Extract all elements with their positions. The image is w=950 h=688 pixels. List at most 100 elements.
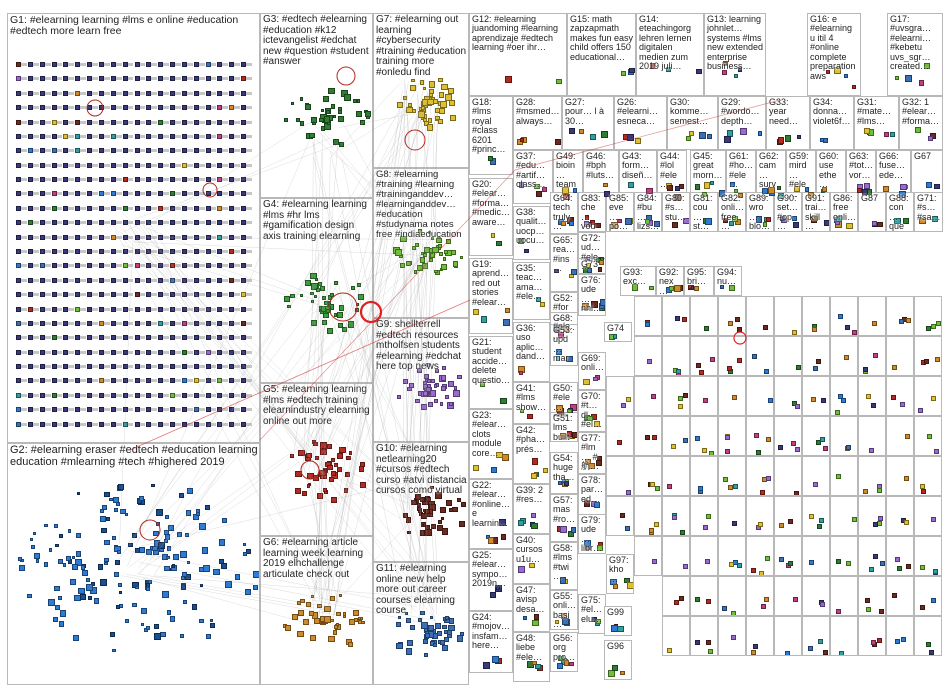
vertex-shadow xyxy=(80,293,87,297)
vertex-shadow xyxy=(198,350,205,354)
group-g47-label: G47: avisp desa… xyxy=(516,585,545,614)
vertex xyxy=(338,106,343,112)
vertex xyxy=(63,335,69,341)
vertex xyxy=(823,649,829,655)
vertex xyxy=(414,493,422,501)
vertex-shadow xyxy=(186,336,193,340)
group-g12-panel: G12: #elearning juandoming #learning apr… xyxy=(469,13,567,96)
vertex-shadow xyxy=(44,106,51,110)
vertex xyxy=(445,94,453,102)
vertex xyxy=(98,421,104,427)
vertex-shadow xyxy=(210,134,217,138)
vertex xyxy=(420,610,425,615)
minor-group-cell xyxy=(802,296,830,336)
vertex-shadow xyxy=(246,178,252,182)
vertex xyxy=(217,421,223,427)
vertex xyxy=(158,62,164,67)
vertex xyxy=(822,445,828,451)
vertex xyxy=(44,562,49,567)
vertex xyxy=(193,234,199,240)
vertex xyxy=(33,531,37,535)
minor-group-cell xyxy=(830,336,858,376)
vertex xyxy=(694,184,701,190)
vertex xyxy=(205,349,211,355)
vertex xyxy=(457,497,462,503)
vertex-shadow xyxy=(139,134,146,138)
group-g46-label: G46: #bph #luts… xyxy=(586,151,615,180)
minor-group-cell xyxy=(718,416,746,456)
vertex-shadow xyxy=(32,63,39,66)
vertex-shadow xyxy=(21,393,27,397)
vertex xyxy=(612,584,619,590)
vertex xyxy=(27,364,33,370)
vertex xyxy=(778,557,784,563)
vertex xyxy=(336,466,343,473)
vertex xyxy=(688,130,695,137)
vertex-shadow xyxy=(222,235,229,239)
vertex xyxy=(935,320,941,326)
vertex xyxy=(158,76,164,82)
vertex xyxy=(146,119,152,125)
vertex xyxy=(323,616,331,623)
vertex xyxy=(75,162,81,168)
vertex-shadow xyxy=(68,278,75,282)
vertex xyxy=(122,76,128,82)
vertex-shadow xyxy=(151,134,158,138)
vertex xyxy=(87,378,93,384)
vertex xyxy=(439,639,446,646)
vertex xyxy=(209,619,213,623)
vertex xyxy=(777,137,785,145)
vertex xyxy=(812,481,818,487)
group-g24-label: G24: #mojov… insfam… here… xyxy=(472,612,511,651)
vertex xyxy=(704,558,710,564)
group-g97-label: G97: kho… xyxy=(609,555,629,584)
vertex xyxy=(845,325,851,331)
group-g94-label: G94: nu… xyxy=(717,267,737,287)
minor-group-cell xyxy=(774,376,802,416)
vertex-shadow xyxy=(175,422,181,426)
vertex xyxy=(737,67,743,72)
vertex xyxy=(694,435,700,441)
group-g53-label: G53: upd… mar… xyxy=(553,325,573,365)
vertex xyxy=(518,182,525,189)
group-g54-label: G54: huge tha… xyxy=(553,453,575,482)
group-g44-label: G44: #lol #ele… xyxy=(660,151,680,190)
vertex-shadow xyxy=(103,221,110,225)
group-g56-panel: G56: org pro… xyxy=(550,632,578,672)
vertex-shadow xyxy=(222,63,229,66)
vertex xyxy=(146,205,152,211)
vertex-shadow xyxy=(175,365,181,369)
vertex xyxy=(170,335,176,341)
vertex xyxy=(186,487,193,494)
vertex-shadow xyxy=(234,293,241,297)
group-g38-panel: G38: qualit… uocp… uocu… xyxy=(513,206,550,260)
vertex xyxy=(217,407,223,413)
vertex xyxy=(63,133,69,139)
vertex xyxy=(51,335,57,341)
vertex-shadow xyxy=(92,163,98,167)
vertex xyxy=(122,378,128,384)
vertex xyxy=(919,217,926,225)
vertex xyxy=(562,617,570,625)
vertex xyxy=(620,513,626,519)
group-g80-panel: G80: #s… stu… xyxy=(662,192,690,232)
vertex xyxy=(165,514,170,519)
vertex xyxy=(51,349,57,355)
vertex xyxy=(158,177,164,183)
vertex-shadow xyxy=(80,350,87,354)
minor-group-cell xyxy=(718,336,746,376)
vertex xyxy=(217,277,223,283)
vertex-shadow xyxy=(68,293,75,297)
group-g81-panel: G81: cou… st… xyxy=(690,192,718,232)
vertex xyxy=(905,563,911,569)
vertex xyxy=(324,605,331,612)
vertex xyxy=(456,635,463,642)
vertex xyxy=(158,90,164,96)
group-g16-label: G16: e #elearning u itil 4 #online compl… xyxy=(810,14,856,81)
vertex xyxy=(122,320,128,326)
vertex xyxy=(98,407,104,413)
vertex xyxy=(181,62,187,67)
vertex xyxy=(557,662,564,669)
vertex-shadow xyxy=(115,422,122,426)
vertex xyxy=(51,148,57,154)
